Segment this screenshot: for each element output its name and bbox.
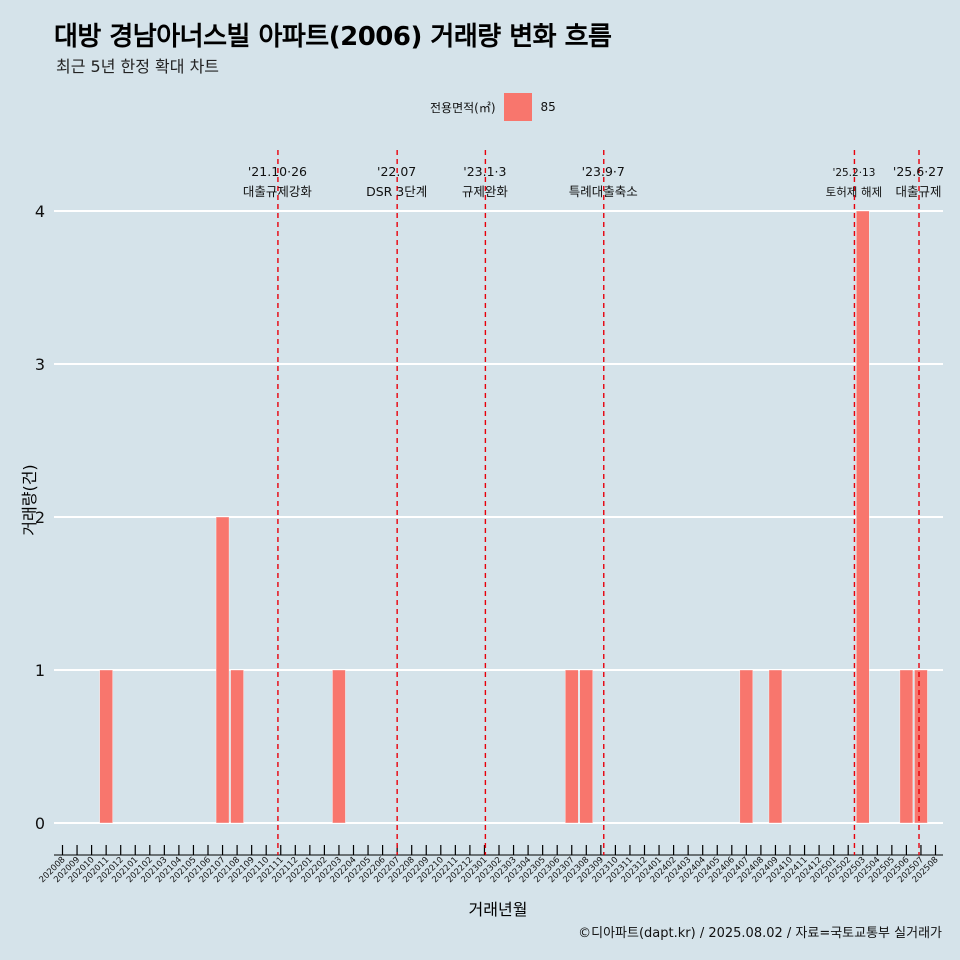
y-tick-label: 0 — [35, 814, 45, 833]
y-tick-label: 3 — [35, 355, 45, 374]
y-tick-label: 1 — [35, 661, 45, 680]
event-name-label: 대출규제 — [896, 184, 942, 199]
y-tick-label: 2 — [35, 508, 45, 527]
event-date-label: '22.07 — [377, 164, 416, 179]
bar-202506 — [899, 669, 914, 824]
bar-202307 — [565, 669, 579, 824]
legend-label-85: 85 — [540, 100, 556, 114]
event-date-label: '25.6·27 — [893, 164, 944, 179]
event-name-label: 대출규제강화 — [243, 184, 313, 199]
event-name-label: 규제완화 — [462, 184, 509, 199]
bar-202308 — [579, 669, 593, 824]
chart-title: 대방 경남아너스빌 아파트(2006) 거래량 변화 흐름 — [54, 22, 612, 52]
bar-202507 — [914, 669, 928, 824]
bar-202503 — [856, 210, 870, 824]
legend: 전용면적(㎡) 85 — [430, 93, 556, 121]
event-name-label: 토허제 해제 — [826, 185, 883, 199]
event-name-label: 특례대출축소 — [569, 184, 638, 199]
bar-202203 — [332, 669, 346, 824]
bar-202409 — [768, 669, 783, 824]
legend-title: 전용면적(㎡) — [430, 100, 496, 115]
x-axis-label: 거래년월 — [468, 900, 528, 919]
bar-202108 — [230, 669, 244, 824]
bar-202011 — [99, 669, 113, 824]
y-tick-label: 4 — [35, 202, 45, 221]
event-date-label: '23.9·7 — [582, 164, 625, 179]
bar-202407 — [739, 669, 754, 824]
y-axis-label: 거래량(건) — [20, 464, 39, 536]
event-name-label: DSR 3단계 — [366, 184, 427, 199]
event-date-label: '21.10·26 — [248, 164, 307, 179]
source-caption: ©디아파트(dapt.kr) / 2025.08.02 / 자료=국토교통부 실… — [578, 926, 942, 941]
chart-subtitle: 최근 5년 한정 확대 차트 — [56, 57, 220, 76]
legend-key-85 — [503, 93, 532, 121]
event-date-label: '23.1·3 — [463, 164, 506, 179]
event-date-label: '25.2·13 — [832, 167, 875, 179]
bar-202107 — [215, 516, 230, 824]
